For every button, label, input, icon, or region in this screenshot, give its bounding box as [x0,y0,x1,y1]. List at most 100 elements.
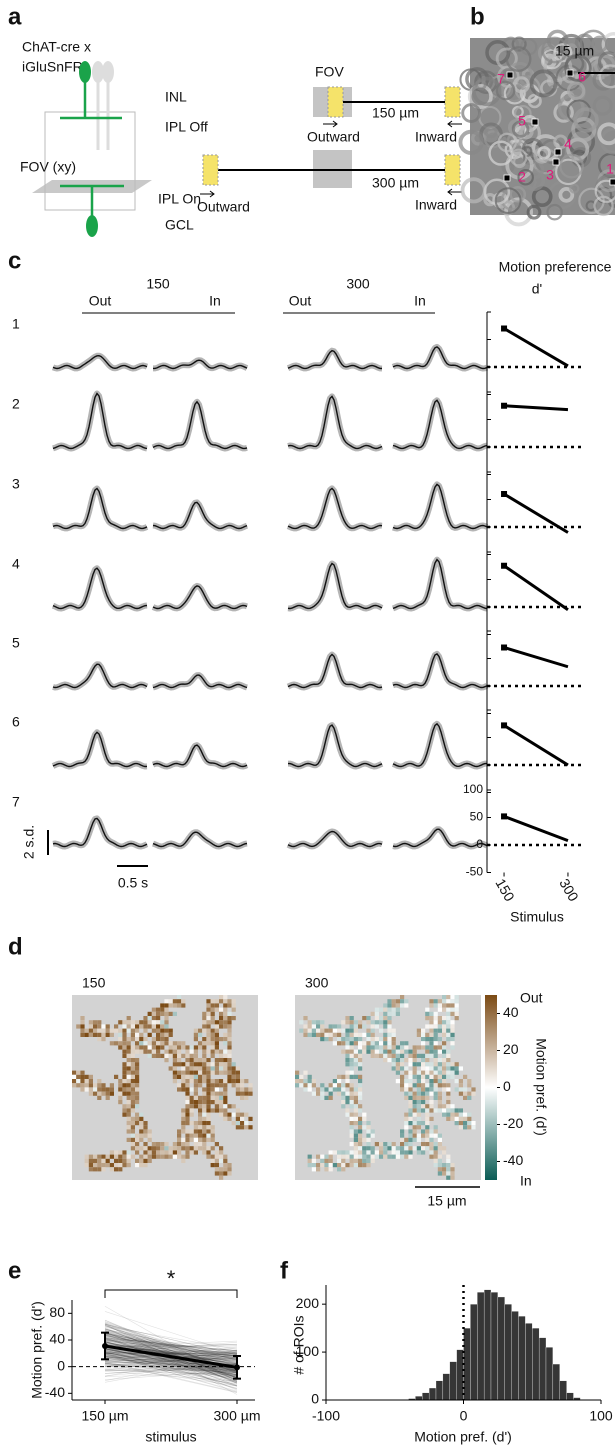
heatmap-texture [130,1066,135,1071]
heatmap-texture [400,1045,405,1050]
heatmap-texture [404,1146,409,1151]
heatmap-texture [341,1074,346,1079]
heatmap-texture [130,1032,135,1037]
heatmap-texture [442,1083,447,1088]
heatmap-texture [416,1074,421,1079]
heatmap-texture [458,1116,463,1121]
heatmap-texture [425,1049,430,1054]
heatmap-texture [337,1163,342,1168]
heatmap-texture [446,1032,451,1037]
roi-line [104,1306,238,1382]
heatmap-texture [93,1154,98,1159]
heatmap-texture [118,1020,123,1025]
heatmap-texture [139,1049,144,1054]
heatmap-texture [433,1074,438,1079]
heatmap-texture [139,1137,144,1142]
heatmap-texture [160,1028,165,1033]
heatmap-texture [164,1049,169,1054]
heatmap-texture [450,995,455,1000]
heatmap-texture [97,1020,102,1025]
histogram-bar [511,1311,519,1401]
heatmap-texture [130,1074,135,1079]
heatmap-texture [244,1112,249,1117]
roi-line [104,1325,238,1376]
heatmap-texture [412,1095,417,1100]
heatmap-texture [404,999,409,1004]
heatmap-texture [425,1087,430,1092]
heatmap-texture [429,1070,434,1075]
heatmap-texture [88,1163,93,1168]
heatmap-texture [467,1079,472,1084]
heatmap-texture [408,1070,413,1075]
roi-line [104,1333,238,1360]
heatmap-texture [307,1024,312,1029]
heatmap-texture [193,1058,198,1063]
heatmap-texture [206,1079,211,1084]
heatmap-texture [72,1083,77,1088]
heatmap-texture [328,1024,333,1029]
heatmap-texture [400,1142,405,1147]
heatmap-texture [202,1028,207,1033]
heatmap-texture [467,1083,472,1088]
roi-line [104,1341,238,1366]
heatmap-texture [437,1028,442,1033]
texture [509,148,528,167]
heatmap-texture [433,1133,438,1138]
layer-label: FOV (xy) [20,159,76,175]
heatmap-texture [126,1087,131,1092]
trace [287,487,383,530]
heatmap-texture [320,1163,325,1168]
heatmap-texture [429,1150,434,1155]
heatmap-texture [206,1074,211,1079]
heatmap-texture [437,999,442,1004]
heatmap-texture [118,1037,123,1042]
heatmap-texture [358,1074,363,1079]
heatmap-texture [454,1079,459,1084]
roi-line [104,1353,238,1387]
texture [559,153,584,179]
heatmap-texture [210,1028,215,1033]
heatmap-texture [126,1016,131,1021]
heatmap-texture [185,1116,190,1121]
preference-line [503,814,569,843]
heatmap-texture [223,1066,228,1071]
heatmap-texture [130,1045,135,1050]
heatmap-texture [383,1024,388,1029]
heatmap-texture [383,1049,388,1054]
heatmap-texture [193,1146,198,1151]
heatmap-texture [433,1028,438,1033]
heatmap-texture [172,1053,177,1058]
heatmap-texture [164,999,169,1004]
roi-line [104,1323,238,1355]
texture [553,43,573,63]
roi-line [104,1322,238,1370]
direction-label: In [209,293,221,309]
heatmap-texture [328,1167,333,1172]
heatmap-texture [416,1108,421,1113]
heatmap-texture [425,1083,430,1088]
roi-line [104,1365,238,1367]
heatmap-texture [433,1163,438,1168]
heatmap-texture [437,1095,442,1100]
heatmap-texture [93,1091,98,1096]
heatmap-texture [353,1150,358,1155]
heatmap-texture [139,1116,144,1121]
scale-bar-label: 15 µm [427,1193,466,1209]
roi-line [104,1329,238,1357]
heatmap-texture [341,1158,346,1163]
heatmap-texture [404,1003,409,1008]
heatmap-texture [337,1087,342,1092]
heatmap-texture [219,1158,224,1163]
heatmap-texture [412,1045,417,1050]
texture [597,122,615,146]
heatmap-texture [358,1053,363,1058]
heatmap-texture [223,1053,228,1058]
heatmap-texture [143,1049,148,1054]
heatmap-texture [358,1079,363,1084]
heatmap-texture [353,1112,358,1117]
heatmap-texture [88,1074,93,1079]
heatmap-texture [383,1032,388,1037]
cell [102,61,114,83]
heatmap-texture [164,1037,169,1042]
roi-line [104,1332,238,1357]
